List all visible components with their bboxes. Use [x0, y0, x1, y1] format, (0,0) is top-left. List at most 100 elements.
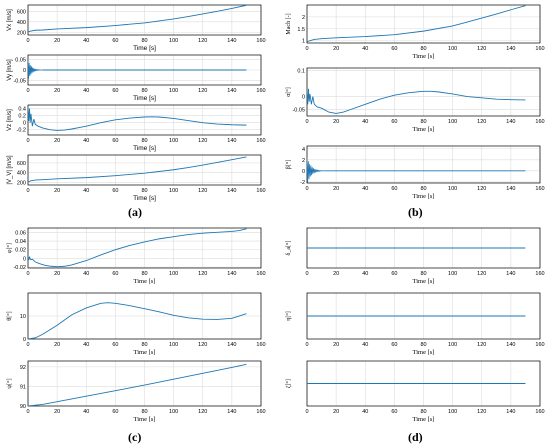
- chart-d-2-xtick-label: 100: [448, 409, 457, 415]
- chart-c-1-ylabel: θ[°]: [6, 311, 13, 320]
- chart-a-1-ytick-label: 0: [23, 68, 26, 74]
- chart-a-0: 0 20 40 60 80 100 120 140 160 200 400 600 Time [s] Vx…: [7, 4, 266, 52]
- chart-d-1-ylabel: η[°]: [285, 311, 292, 321]
- chart-a-1-xtick-label: 0: [26, 88, 29, 94]
- chart-a-3-xtick-label: 120: [198, 188, 207, 194]
- chart-a-3: 0 20 40 60 80 100 120 140 160 200 400 600 Time [s] |V…: [7, 154, 266, 202]
- chart-b-0-xtick-label: 140: [506, 46, 515, 52]
- chart-b-0-ytick-label: 1.5: [297, 27, 305, 33]
- chart-b-1-xlabel: Time [s]: [413, 126, 435, 133]
- chart-a-3-axes-frame: [27, 154, 262, 186]
- chart-a-2-xtick-label: 140: [227, 138, 236, 144]
- chart-d-2-xtick-label: 40: [362, 409, 368, 415]
- chart-c-0-axes-frame: [27, 227, 262, 269]
- chart-b-2-oscillation-line: [307, 157, 325, 183]
- chart-a-2-xtick-label: 120: [198, 138, 207, 144]
- chart-b-2-xtick-label: 60: [391, 186, 397, 192]
- chart-a-0-xtick-label: 100: [169, 38, 178, 44]
- chart-d-0-ylabel: δ_a[°]: [285, 241, 292, 256]
- chart-b-2-ytick-label: -2: [300, 180, 305, 186]
- chart-a-1-ylabel: Vy [m/s]: [7, 59, 13, 81]
- chart-d-2-xtick-label: 140: [506, 409, 515, 415]
- chart-a-3-xtick-label: 140: [227, 188, 236, 194]
- chart-d-1-xtick-label: 60: [391, 342, 397, 348]
- chart-a-0-xtick-label: 160: [256, 38, 265, 44]
- chart-b-0-xtick-label: 160: [535, 46, 544, 52]
- chart-d-2-xtick-label: 120: [477, 409, 486, 415]
- chart-a-2-ytick-label: -0.2: [17, 128, 26, 134]
- chart-a-0-xtick-label: 0: [26, 38, 29, 44]
- chart-c-0-xtick-label: 20: [54, 271, 60, 277]
- chart-c-0-xtick-label: 80: [141, 271, 147, 277]
- chart-c-0-xlabel: Time [s]: [134, 278, 156, 285]
- chart-b-1-xtick-label: 80: [420, 119, 426, 125]
- chart-b-0-ytick-label: 1: [302, 39, 305, 45]
- chart-a-0-ytick-label: 400: [17, 20, 26, 26]
- chart-c-2-xtick-label: 160: [256, 409, 265, 415]
- chart-c-0-xtick-label: 40: [83, 271, 89, 277]
- chart-a-3-ytick-label: 600: [17, 161, 26, 167]
- chart-d-0-xtick-label: 60: [391, 271, 397, 277]
- chart-b-1-xtick-label: 140: [506, 119, 515, 125]
- chart-b-2-ytick-label: 4: [302, 147, 305, 153]
- chart-a-1-xtick-label: 160: [256, 88, 265, 94]
- chart-a-2-ytick-label: 0.4: [18, 107, 26, 113]
- chart-c-0-ytick-label: 0: [23, 256, 26, 262]
- chart-a-1-xtick-label: 120: [198, 88, 207, 94]
- chart-b-1-xtick-label: 20: [333, 119, 339, 125]
- chart-b-2-xtick-label: 40: [362, 186, 368, 192]
- chart-b-0-series-line: [307, 5, 526, 43]
- chart-c-1-xlabel: Time [s]: [134, 349, 156, 356]
- chart-b-1-xtick-label: 0: [305, 119, 308, 125]
- chart-a-3-ytick-label: 200: [17, 181, 26, 187]
- chart-c-2-xtick-label: 60: [112, 409, 118, 415]
- chart-d-1-xtick-label: 140: [506, 342, 515, 348]
- chart-d-0-xtick-label: 140: [506, 271, 515, 277]
- chart-d-1-xtick-label: 160: [535, 342, 544, 348]
- chart-d-0-xtick-label: 80: [420, 271, 426, 277]
- chart-a-1-ytick-label: 0.05: [15, 57, 26, 63]
- chart-c-2-xtick-label: 40: [83, 409, 89, 415]
- chart-c-1-xtick-label: 160: [256, 342, 265, 348]
- chart-a-1-xtick-label: 60: [112, 88, 118, 94]
- chart-a-2-xtick-label: 60: [112, 138, 118, 144]
- chart-b-0: 0 20 40 60 80 100 120 140 160 2 1.5 1 Time [s] Mach […: [286, 4, 545, 60]
- chart-a-1-oscillation-line: [28, 59, 43, 79]
- chart-d-0-xtick-label: 40: [362, 271, 368, 277]
- chart-a-3-xtick-label: 100: [169, 188, 178, 194]
- chart-c-2-xlabel: Time [s]: [134, 416, 156, 423]
- chart-a-2-series-line: [28, 106, 247, 131]
- chart-c-1-xtick-label: 20: [54, 342, 60, 348]
- chart-b-1-ytick-label: 0.1: [297, 69, 305, 75]
- chart-b-0-xlabel: Time [s]: [413, 53, 435, 60]
- chart-d-1-xtick-label: 0: [305, 342, 308, 348]
- chart-c-0-ytick-label: 0.04: [15, 239, 26, 245]
- chart-b-1-ytick-label: 0: [302, 95, 305, 101]
- chart-c-2-ytick-label: 90: [20, 404, 26, 410]
- chart-c-2-xtick-label: 120: [198, 409, 207, 415]
- chart-a-3-xlabel: Time [s]: [133, 195, 156, 202]
- chart-b-0-xtick-label: 0: [305, 46, 308, 52]
- chart-a-3-xtick-label: 40: [83, 188, 89, 194]
- chart-a-2-xtick-label: 0: [26, 138, 29, 144]
- chart-a-1-xtick-label: 40: [83, 88, 89, 94]
- chart-c-0-xtick-label: 160: [256, 271, 265, 277]
- chart-a-1-xtick-label: 100: [169, 88, 178, 94]
- chart-b-0-axes-frame: [306, 4, 541, 44]
- chart-d-1-xlabel: Time [s]: [413, 349, 435, 356]
- chart-b-1-xtick-label: 60: [391, 119, 397, 125]
- chart-b-0-ylabel: Mach [-]: [286, 13, 292, 34]
- chart-a-2-ylabel: Vz [m/s]: [7, 109, 13, 131]
- chart-c-2-xtick-label: 20: [54, 409, 60, 415]
- chart-d-0-xtick-label: 0: [305, 271, 308, 277]
- chart-c-0-ylabel: φ[°]: [6, 243, 13, 253]
- chart-a-2-xtick-label: 20: [54, 138, 60, 144]
- chart-c-0-ytick-label: 0.02: [15, 248, 26, 254]
- chart-a-1-xtick-label: 80: [141, 88, 147, 94]
- chart-c-1-xtick-label: 40: [83, 342, 89, 348]
- chart-d-1-xtick-label: 120: [477, 342, 486, 348]
- chart-c-2: 0 20 40 60 80 100 120 140 160 92 91 90 Time [s] ψ[°]: [6, 360, 266, 423]
- chart-c-1-ytick-label: 0: [23, 337, 26, 343]
- chart-b-0-xtick-label: 100: [448, 46, 457, 52]
